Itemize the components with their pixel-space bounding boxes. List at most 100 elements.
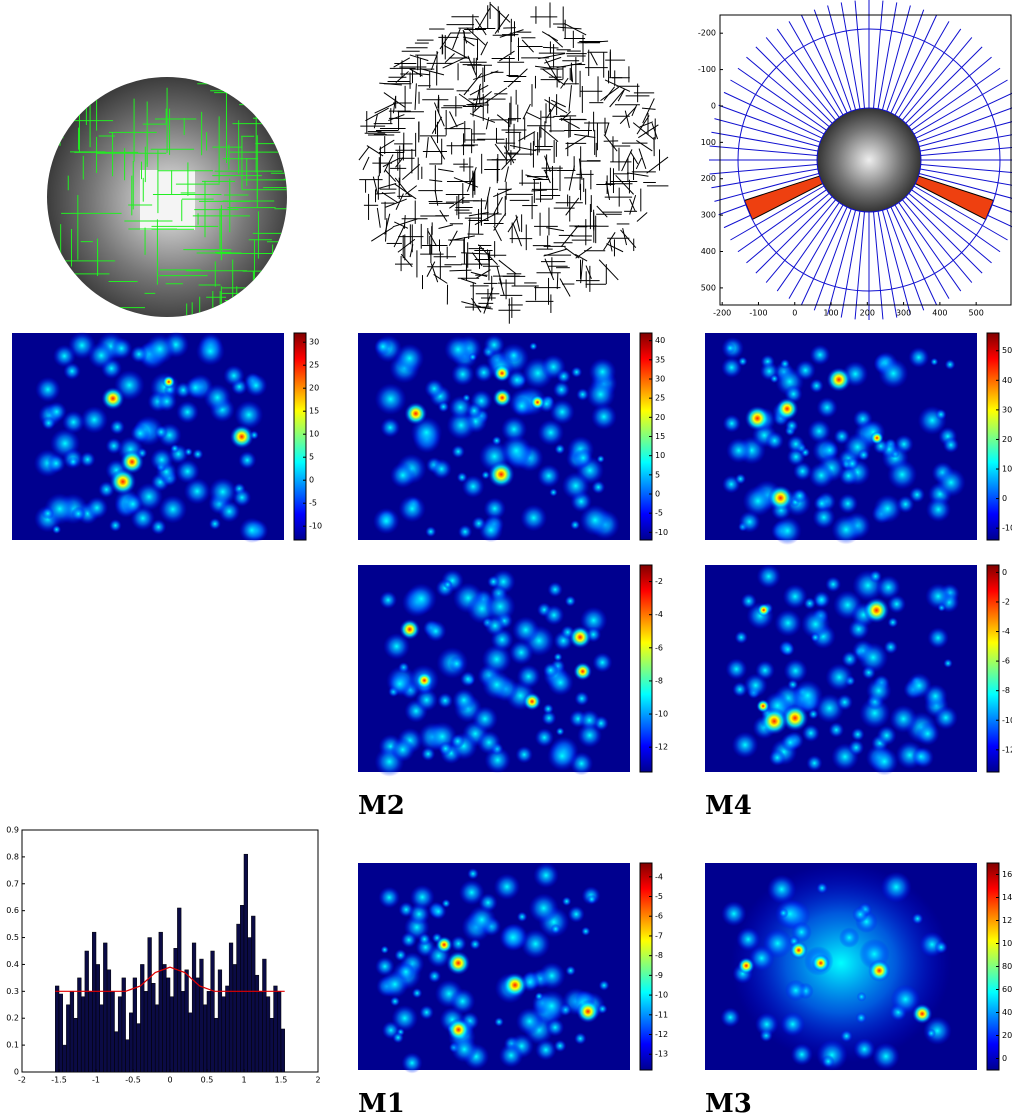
segment: [449, 235, 475, 241]
blob: [546, 1018, 565, 1037]
segment: [433, 102, 445, 127]
blob: [460, 671, 476, 687]
blob: [425, 526, 437, 538]
blob: [778, 908, 789, 919]
blob: [418, 932, 431, 946]
blob: [549, 399, 575, 425]
ray: [765, 199, 836, 283]
segment: [568, 85, 572, 112]
blob: [736, 927, 761, 952]
blob: [561, 471, 590, 500]
segment: [468, 211, 489, 217]
segment: [427, 230, 437, 247]
bar: [262, 958, 267, 1073]
segment: [431, 116, 443, 134]
bar: [243, 853, 248, 1073]
hot-spot: [229, 424, 254, 449]
bar: [136, 1023, 141, 1073]
colorbar-tick-label: 35: [655, 355, 665, 364]
blob: [487, 575, 500, 588]
blob: [872, 1042, 900, 1070]
blob: [467, 905, 497, 934]
blob: [780, 733, 800, 752]
blob: [508, 640, 534, 665]
heatmap-blobs: [720, 863, 952, 1071]
ray: [877, 211, 898, 318]
segment: [646, 156, 669, 174]
colorbar-tick-label: 0: [655, 490, 660, 499]
segment: [541, 31, 559, 42]
segment: [635, 157, 642, 170]
blob: [585, 379, 616, 410]
colorbar-tick-label: 5: [655, 470, 660, 479]
blob: [837, 493, 858, 514]
blob: [586, 894, 597, 904]
blob: [858, 642, 889, 673]
segment: [442, 56, 467, 69]
ray: [881, 210, 911, 315]
segment: [485, 87, 508, 104]
segment: [452, 28, 461, 50]
bar: [129, 1012, 134, 1073]
blob: [483, 497, 506, 520]
colorbar-tick-label: -8: [655, 676, 663, 685]
blob: [394, 343, 425, 373]
segment: [545, 59, 560, 84]
blob: [808, 708, 819, 720]
heatmap-blobs: [33, 331, 269, 543]
segment: [574, 253, 588, 262]
hot-spot: [399, 619, 420, 640]
panel-label: M1: [358, 1089, 405, 1119]
segment: [394, 221, 409, 229]
blob: [925, 583, 952, 610]
blob: [780, 1012, 805, 1037]
bar: [228, 942, 234, 1073]
colorbar-tick-label: 50: [1002, 346, 1012, 355]
blob: [542, 703, 554, 715]
bar: [103, 942, 108, 1073]
panel-label: M2: [358, 791, 405, 821]
blob: [767, 874, 797, 904]
blob: [869, 569, 882, 583]
blob: [516, 664, 541, 689]
colorbar-tick-label: -10: [309, 522, 322, 531]
blob: [574, 1032, 587, 1045]
blob: [154, 425, 168, 439]
blob: [223, 365, 245, 387]
blob: [109, 419, 125, 435]
y-tick-label: 0.3: [6, 987, 19, 996]
colorbar-tick-label: 100: [1002, 939, 1012, 948]
segment: [498, 259, 517, 275]
x-tick-label: 500: [969, 309, 984, 318]
bar: [236, 923, 241, 1073]
segment: [420, 68, 445, 76]
colorbar-tick-label: 40: [1002, 376, 1012, 385]
segment: [587, 121, 590, 136]
bar: [66, 1004, 71, 1073]
colorbar-tick-label: 30: [1002, 405, 1012, 414]
segment: [636, 140, 653, 152]
blob: [35, 376, 61, 403]
bar: [199, 958, 204, 1073]
blob: [390, 737, 415, 762]
blob: [79, 451, 96, 468]
ray: [854, 211, 865, 320]
blob: [409, 884, 435, 910]
segment: [433, 274, 448, 284]
blob: [779, 358, 790, 369]
ray: [711, 168, 818, 189]
segment: [480, 41, 489, 56]
segment: [461, 301, 481, 308]
ray: [919, 172, 1012, 199]
ray: [746, 193, 830, 264]
blob: [810, 632, 821, 643]
blob: [816, 397, 838, 419]
segment: [486, 249, 490, 266]
hot-spot: [120, 449, 144, 474]
x-tick-label: -0.5: [125, 1076, 141, 1085]
bar: [154, 1004, 160, 1073]
blob: [401, 1052, 423, 1074]
blob: [721, 901, 747, 927]
blob: [553, 652, 563, 662]
